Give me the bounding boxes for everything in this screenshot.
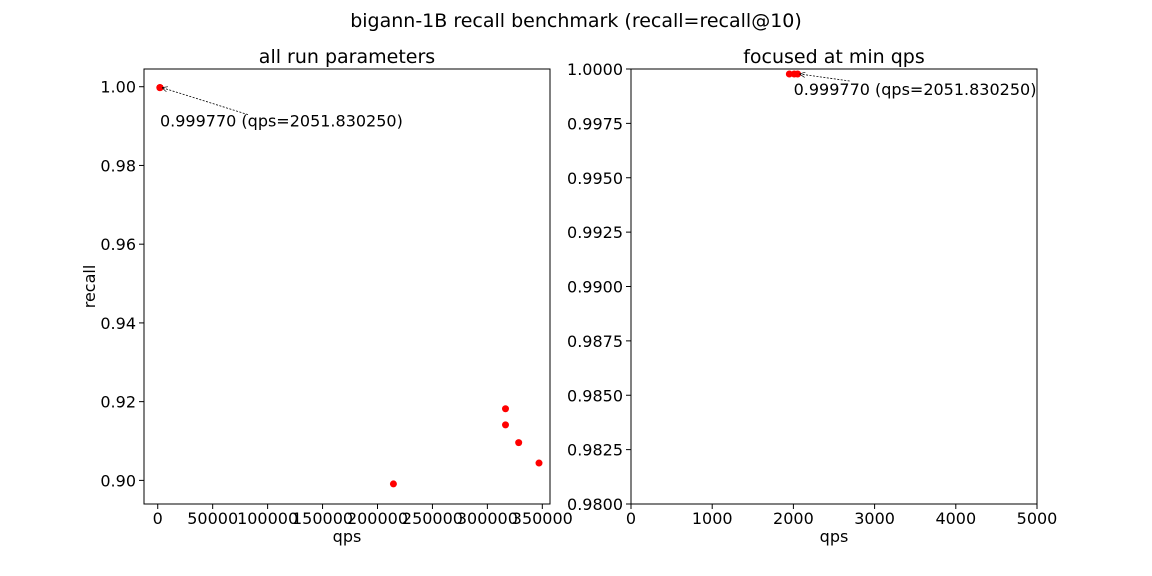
x-tick-label: 3000 xyxy=(854,509,895,528)
x-tick-label: 1000 xyxy=(692,509,733,528)
data-point xyxy=(501,421,509,429)
x-tick-label: 300000 xyxy=(457,509,518,528)
annotation-label: 0.999770 (qps=2051.830250) xyxy=(160,112,403,131)
subplot-title: all run parameters xyxy=(259,46,435,68)
y-tick-label: 0.94 xyxy=(100,314,136,333)
x-tick-label: 100000 xyxy=(237,509,298,528)
y-tick-label: 0.98 xyxy=(100,156,136,175)
x-tick-label: 350000 xyxy=(512,509,573,528)
y-tick-label: 0.9850 xyxy=(567,386,623,405)
subplot-2: focused at min qps 0 1000 2000 3000 4000 5000 0… xyxy=(567,46,1057,546)
y-tick-label: 0.9825 xyxy=(567,441,623,460)
y-tick-label: 0.92 xyxy=(100,393,136,412)
annotation-label: 0.999770 (qps=2051.830250) xyxy=(794,80,1037,99)
data-point xyxy=(156,84,164,92)
y-tick-label: 0.9925 xyxy=(567,223,623,242)
x-axis-label: qps xyxy=(820,527,849,546)
x-tick-label: 5000 xyxy=(1017,509,1058,528)
y-tick-label: 1.00 xyxy=(100,78,136,97)
x-tick-label: 4000 xyxy=(935,509,976,528)
x-axis-label: qps xyxy=(333,527,362,546)
y-tick-label: 0.96 xyxy=(100,235,136,254)
x-tick-label: 250000 xyxy=(402,509,463,528)
y-tick-label: 0.90 xyxy=(100,471,136,490)
y-tick-label: 1.0000 xyxy=(567,60,623,79)
x-tick-label: 200000 xyxy=(347,509,408,528)
y-tick-label: 0.9975 xyxy=(567,114,623,133)
x-tick-label: 0 xyxy=(153,509,163,528)
data-point xyxy=(501,405,509,413)
figure-suptitle: bigann-1B recall benchmark (recall=recal… xyxy=(350,10,802,32)
y-tick-label: 0.9900 xyxy=(567,278,623,297)
x-tick-label: 50000 xyxy=(187,509,238,528)
annotation-arrow xyxy=(800,74,850,82)
data-point xyxy=(785,70,793,78)
data-point xyxy=(389,480,397,488)
subplot-title: focused at min qps xyxy=(743,46,925,68)
data-point xyxy=(515,439,523,447)
y-tick-label: 0.9800 xyxy=(567,495,623,514)
x-tick-label: 150000 xyxy=(292,509,353,528)
annotation-arrow xyxy=(162,88,249,116)
x-tick-label: 2000 xyxy=(773,509,814,528)
y-tick-label: 0.9950 xyxy=(567,169,623,188)
y-tick-label: 0.9875 xyxy=(567,332,623,351)
x-tick-label: 0 xyxy=(626,509,636,528)
axes-frame xyxy=(143,68,551,505)
data-point xyxy=(535,459,543,467)
y-axis-label: recall xyxy=(80,265,99,309)
subplot-1: all run parameters 0 500001000001500002000… xyxy=(80,46,573,546)
